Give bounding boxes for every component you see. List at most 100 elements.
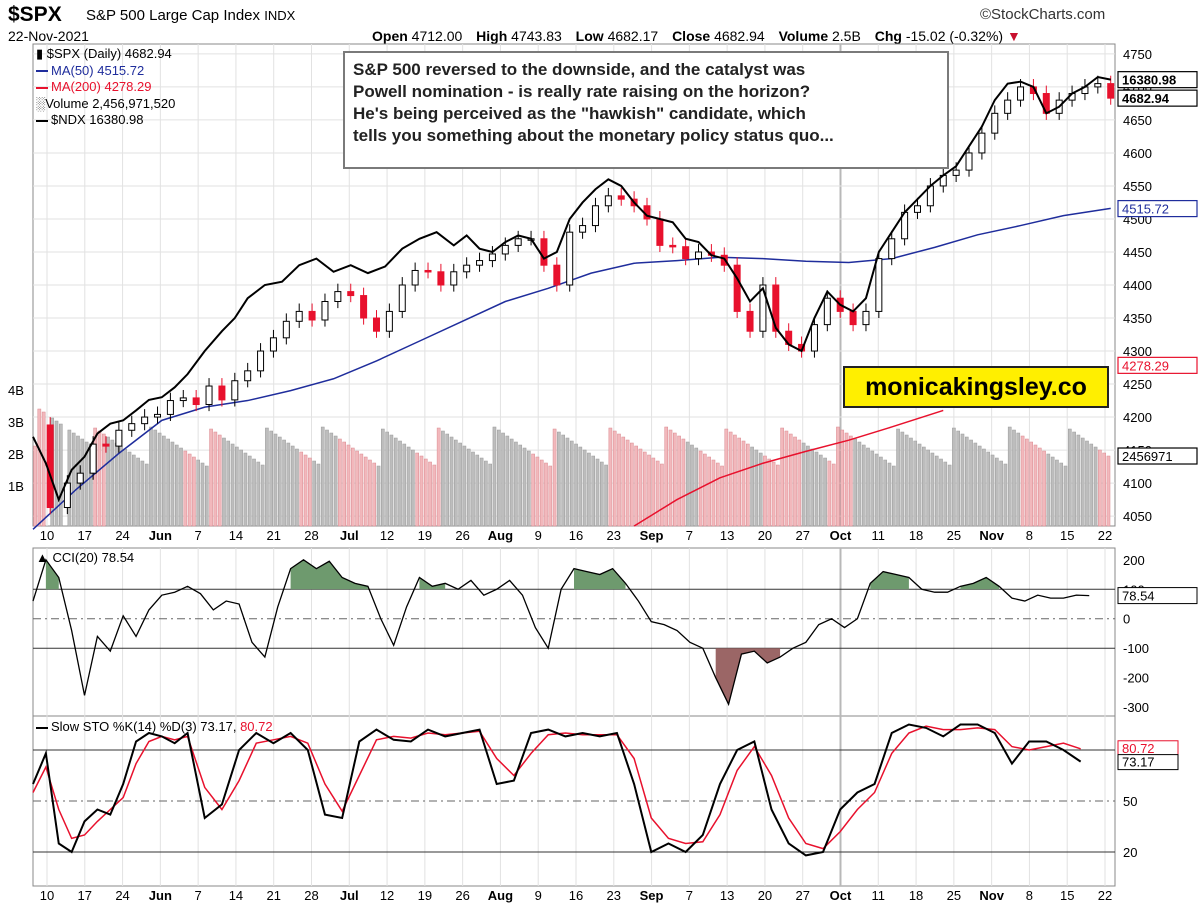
volume-bar bbox=[943, 461, 948, 527]
volume-bar bbox=[896, 428, 900, 527]
candle-down bbox=[682, 246, 690, 260]
close-value: 4682.94 bbox=[714, 28, 765, 44]
ndx-line bbox=[32, 75, 1111, 503]
sto-tick-label: 20 bbox=[1123, 845, 1137, 860]
volume-bar bbox=[857, 441, 862, 527]
x-tick-label: 16 bbox=[569, 528, 583, 543]
price-tag bbox=[1117, 199, 1198, 218]
legend-ma200: MA(200) 4278.29 bbox=[36, 79, 175, 96]
x-tick-label: 23 bbox=[607, 888, 621, 903]
volume-bar bbox=[1076, 434, 1081, 527]
volume-bar bbox=[179, 447, 183, 527]
volume-bar bbox=[372, 462, 377, 527]
volume-bar bbox=[939, 458, 943, 527]
y-tick-label: 4200 bbox=[1123, 410, 1152, 425]
volume-bar bbox=[630, 442, 634, 527]
x-tick-label: 14 bbox=[229, 528, 243, 543]
volume-bar bbox=[788, 433, 793, 527]
volume-bar bbox=[509, 438, 514, 527]
candle-up bbox=[591, 205, 599, 227]
volume-bar bbox=[1080, 437, 1085, 527]
candle-up bbox=[179, 397, 187, 402]
volume-bar bbox=[415, 452, 419, 527]
volume-bar bbox=[569, 440, 574, 527]
ohlc-bar: Open 4712.00 High 4743.83 Low 4682.17 Cl… bbox=[372, 28, 1021, 44]
legend-ma50: MA(50) 4515.72 bbox=[36, 63, 175, 80]
volume-bar bbox=[359, 453, 364, 527]
volume-bar bbox=[806, 445, 810, 527]
candle-up bbox=[115, 429, 123, 447]
volume-bar bbox=[612, 430, 617, 527]
volume-bar bbox=[501, 432, 505, 527]
y-tick-label: 4550 bbox=[1123, 179, 1152, 194]
y-tick-label: 4100 bbox=[1123, 476, 1152, 491]
volume-bar bbox=[522, 447, 527, 527]
volume-bar bbox=[286, 442, 291, 527]
x-tick-label: 25 bbox=[947, 528, 961, 543]
volume-bar bbox=[827, 460, 832, 527]
chg-label: Chg bbox=[874, 28, 902, 44]
candle-down bbox=[849, 310, 857, 326]
volume-bar bbox=[514, 441, 518, 527]
candle-up bbox=[579, 225, 587, 233]
high-label: High bbox=[476, 28, 508, 44]
index-name: S&P 500 Large Cap Index INDX bbox=[86, 7, 295, 24]
volume-bar bbox=[1106, 455, 1111, 527]
volume-bar bbox=[977, 445, 982, 527]
candle-up bbox=[1004, 99, 1012, 114]
cci-tick-label: -300 bbox=[1123, 700, 1149, 715]
volume-bar bbox=[1059, 462, 1064, 527]
y-tick-label: 4300 bbox=[1123, 344, 1152, 359]
volume-bar bbox=[531, 453, 535, 527]
volume-bar bbox=[784, 430, 789, 527]
volume-bar bbox=[101, 433, 106, 527]
volume-bar bbox=[638, 448, 643, 527]
volume-bar bbox=[127, 451, 132, 527]
volume-bar bbox=[449, 436, 454, 527]
volume-bar bbox=[651, 457, 656, 527]
volume-bar bbox=[123, 448, 128, 527]
price-tag bbox=[1117, 356, 1198, 374]
volume-bar bbox=[642, 451, 647, 527]
volume-bar bbox=[157, 432, 162, 527]
x-tick-label: 16 bbox=[569, 888, 583, 903]
x-tick-label: 10 bbox=[40, 888, 54, 903]
volume-bar bbox=[518, 444, 523, 527]
volume-bar bbox=[84, 441, 89, 527]
y-tick-label: 4050 bbox=[1123, 509, 1152, 524]
high-value: 4743.83 bbox=[511, 28, 562, 44]
candle-up bbox=[269, 337, 277, 352]
volume-bar bbox=[874, 453, 879, 527]
candle-up bbox=[952, 169, 960, 176]
volume-bar bbox=[750, 446, 754, 527]
volume-bar bbox=[655, 460, 660, 527]
volume-bar bbox=[247, 455, 252, 527]
x-tick-label: 7 bbox=[195, 528, 202, 543]
volume-bar bbox=[561, 434, 565, 527]
volume-bar bbox=[891, 465, 896, 527]
volume-bar bbox=[870, 450, 875, 527]
volume-bar bbox=[59, 423, 63, 527]
volume-bar bbox=[350, 447, 355, 527]
volume-bar bbox=[282, 439, 286, 527]
cci-overbought-area bbox=[960, 577, 1000, 590]
volume-bar bbox=[1085, 440, 1089, 527]
source-watermark: ©StockCharts.com bbox=[980, 6, 1106, 23]
volume-bar bbox=[780, 427, 784, 527]
y-tick-label: 4750 bbox=[1123, 47, 1152, 62]
x-tick-label: Oct bbox=[830, 528, 852, 543]
volume-bar bbox=[54, 420, 59, 527]
sto-legend: Slow STO %K(14) %D(3) 73.17, 80.72 bbox=[36, 719, 273, 736]
volume-bar bbox=[621, 436, 626, 527]
candle-up bbox=[450, 271, 458, 286]
price-tag-label: 16380.98 bbox=[1122, 73, 1176, 88]
x-tick-label: 21 bbox=[266, 528, 280, 543]
volume-bar bbox=[548, 465, 553, 527]
volume-bar bbox=[1007, 426, 1012, 527]
volume-bar bbox=[325, 429, 329, 527]
volume-bar bbox=[222, 437, 226, 527]
candle-up bbox=[282, 320, 290, 339]
volume-bar bbox=[432, 464, 437, 527]
volume-bar bbox=[664, 426, 669, 527]
candle-up bbox=[476, 260, 484, 266]
